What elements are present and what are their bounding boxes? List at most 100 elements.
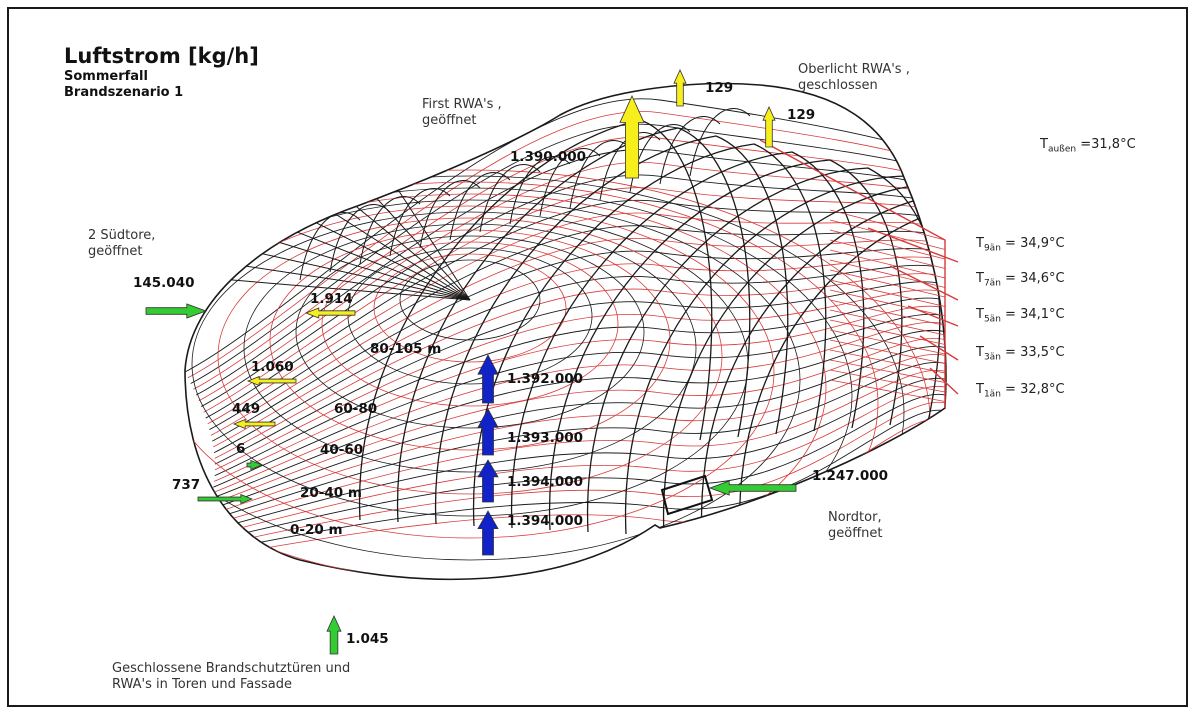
dome-outline	[184, 82, 947, 581]
end-wall-line	[829, 269, 946, 298]
arch-rib	[624, 175, 946, 535]
end-wall-line	[829, 239, 946, 269]
contour-line	[214, 281, 946, 465]
contour-line	[212, 248, 946, 442]
vertical-arrow-2	[477, 408, 499, 456]
end-wall-line	[829, 249, 946, 279]
contour-line	[214, 289, 946, 471]
flow-vertical-3: 1.394.000	[507, 474, 584, 490]
contour-line	[195, 149, 946, 396]
arch-rib	[396, 127, 751, 523]
side-arrow-2	[246, 375, 297, 387]
side-arrow-4	[246, 459, 264, 471]
contour-line	[196, 386, 946, 540]
temperature-lines	[867, 227, 959, 395]
nordtor-door	[660, 474, 714, 516]
dome-structure	[184, 82, 947, 581]
contour-line	[201, 174, 946, 407]
end-wall-line	[829, 309, 946, 336]
contour-line	[193, 393, 946, 546]
outside-temperature: Taußen =31,8°C	[1040, 137, 1136, 155]
dome-ring	[185, 193, 827, 580]
contour-line	[214, 297, 946, 477]
end-wall-line	[829, 299, 946, 326]
radial-rib	[191, 215, 471, 301]
flow-side-3: 449	[232, 401, 261, 417]
note-oberlicht-1: Oberlicht RWA's ,	[798, 62, 910, 77]
note-bottom-1: Geschlossene Brandschutztüren und	[112, 661, 351, 676]
arch-rib	[548, 159, 903, 531]
contour-line	[209, 337, 946, 505]
contour-line	[185, 417, 946, 563]
zone-60-80: 60-80	[334, 401, 378, 417]
dome-ring	[295, 235, 645, 429]
flow-side-4: 6	[236, 441, 246, 457]
oberlicht-arrow-2	[762, 106, 776, 148]
contour-line	[203, 361, 946, 523]
note-first-rwa-2: geöffnet	[422, 113, 477, 128]
dome-ring	[185, 181, 879, 580]
contour-line	[198, 378, 946, 534]
end-wall-line	[829, 209, 946, 241]
flow-side-1: 1.914	[310, 291, 353, 307]
note-nordtor-1: Nordtor,	[828, 510, 882, 525]
end-wall-line	[829, 259, 946, 288]
note-suedtore-1: 2 Südtore,	[88, 228, 156, 243]
temp-1: T1än = 32,8°C	[976, 382, 1065, 400]
contour-line	[185, 98, 946, 373]
arch-rib	[472, 143, 827, 527]
flow-roof-first: 1.390.000	[510, 149, 587, 165]
page-title: Luftstrom [kg/h]	[64, 44, 259, 68]
end-wall-line	[829, 229, 946, 260]
temp-7: T7än = 34,6°C	[976, 271, 1065, 289]
contour-line	[201, 370, 946, 528]
subtitle-sommerfall: Sommerfall	[64, 69, 148, 84]
nordtor-arrow	[708, 480, 797, 496]
zone-20-40: 20-40 m	[300, 485, 362, 501]
subtitle-brandszenario: Brandszenario 1	[64, 85, 184, 100]
flow-bottom: 1.045	[346, 631, 389, 647]
dome-ring	[185, 187, 853, 580]
flow-arrows	[145, 69, 797, 655]
vertical-arrow-3	[477, 459, 499, 503]
oberlicht-arrow-1	[673, 69, 687, 107]
end-wall-line	[829, 369, 946, 393]
contour-line	[187, 111, 946, 379]
end-wall-line	[829, 289, 946, 317]
end-wall-line	[829, 279, 946, 307]
note-oberlicht-2: geschlossen	[798, 78, 878, 93]
side-arrow-5	[197, 493, 254, 505]
flow-oberlicht-2: 129	[787, 107, 816, 123]
flow-vertical-1: 1.392.000	[507, 371, 584, 387]
radial-rib	[296, 156, 471, 301]
arch-rib	[510, 151, 865, 529]
skylight-rib	[689, 108, 751, 177]
flow-vertical-4: 1.394.000	[507, 513, 584, 529]
dome-ring	[185, 175, 905, 580]
note-bottom-2: RWA's in Toren und Fassade	[112, 677, 292, 692]
zone-80-105: 80-105 m	[370, 341, 442, 357]
end-wall-line	[829, 339, 946, 364]
side-arrow-1	[304, 307, 356, 319]
temp-3: T3än = 33,5°C	[976, 345, 1065, 363]
contour-line	[212, 321, 946, 494]
contour-line	[213, 305, 946, 482]
contour-line	[207, 212, 946, 425]
end-wall-line	[829, 329, 946, 355]
note-suedtore-2: geöffnet	[88, 244, 143, 259]
end-wall-line	[829, 349, 946, 374]
flow-vertical-2: 1.393.000	[507, 430, 584, 446]
temp-5: T5än = 34,1°C	[976, 307, 1065, 325]
dome-ring	[399, 259, 541, 341]
zone-0-20: 0-20 m	[290, 522, 343, 538]
contour-line	[203, 187, 946, 413]
note-first-rwa-1: First RWA's ,	[422, 97, 502, 112]
dome-ring	[347, 247, 593, 385]
contour-line	[187, 409, 946, 557]
side-arrow-3	[232, 418, 276, 430]
dome-ring	[185, 199, 801, 561]
suedtore-arrow	[145, 303, 208, 319]
temp-9: T9än = 34,9°C	[976, 236, 1065, 254]
temp-line-9	[867, 227, 959, 263]
